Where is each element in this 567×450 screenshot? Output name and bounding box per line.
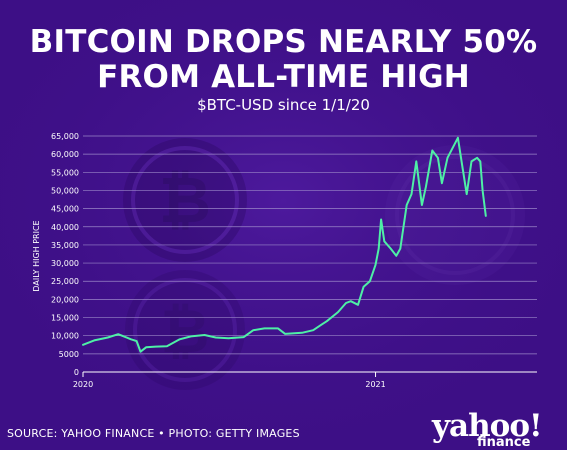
data-point xyxy=(466,193,468,195)
bitcoin-coin-icon: ₿ xyxy=(123,138,247,262)
data-point xyxy=(431,149,433,152)
chart-title-line-1: BITCOIN DROPS NEARLY 50% xyxy=(29,24,538,60)
yahoo-finance-logo-subtext: finance xyxy=(477,435,531,450)
y-tick-label: 5000 xyxy=(59,350,79,359)
y-tick-label: 20,000 xyxy=(51,295,79,304)
data-point xyxy=(243,336,245,338)
data-point xyxy=(421,204,423,206)
data-point xyxy=(145,346,147,348)
data-point xyxy=(457,137,459,139)
data-point xyxy=(93,339,95,341)
data-point xyxy=(179,338,181,340)
data-point xyxy=(390,248,392,250)
data-point xyxy=(363,286,365,288)
data-point xyxy=(380,218,382,221)
data-point xyxy=(425,186,427,188)
data-point xyxy=(320,324,322,326)
data-point xyxy=(227,337,230,339)
data-point xyxy=(446,157,449,159)
data-point xyxy=(369,280,371,282)
data-point xyxy=(139,351,142,353)
y-tick-label: 40,000 xyxy=(51,223,79,232)
data-point xyxy=(437,157,439,159)
data-point xyxy=(190,335,192,337)
series-layer xyxy=(82,136,487,353)
data-point xyxy=(410,193,413,195)
data-point xyxy=(374,264,377,266)
data-point xyxy=(476,157,478,159)
y-tick-label: 25,000 xyxy=(51,277,79,286)
chart-subtitle: $BTC-USD since 1/1/20 xyxy=(197,96,370,114)
data-point xyxy=(357,304,359,306)
data-point xyxy=(479,160,481,162)
y-axis-tick-labels: 0 5000 10,000 15,000 20,000 25,000 30,000 35,00… xyxy=(51,132,79,377)
yahoo-finance-logo: yahoo! xyxy=(432,408,543,444)
data-point xyxy=(383,240,385,242)
x-tick-label: 2021 xyxy=(365,380,385,389)
svg-text:₿: ₿ xyxy=(161,297,210,367)
data-point xyxy=(166,345,168,347)
data-point xyxy=(326,320,328,322)
data-point xyxy=(277,327,279,329)
y-tick-label: 55,000 xyxy=(51,168,79,177)
data-point xyxy=(215,336,217,339)
svg-text:₿: ₿ xyxy=(159,164,211,238)
y-tick-label: 10,000 xyxy=(51,332,79,341)
data-point xyxy=(350,300,352,302)
y-tick-label: 15,000 xyxy=(51,314,79,323)
bitcoin-coin-reflection-icon: ₿ xyxy=(125,270,245,390)
data-point xyxy=(395,255,397,257)
source-credit: SOURCE: YAHOO FINANCE • PHOTO: GETTY IMA… xyxy=(7,427,300,440)
y-tick-label: 60,000 xyxy=(51,150,79,159)
data-point xyxy=(130,338,132,340)
data-point xyxy=(441,182,443,184)
data-point xyxy=(462,168,464,170)
data-point xyxy=(485,215,487,217)
data-point xyxy=(406,204,408,206)
data-point xyxy=(399,248,401,250)
data-point xyxy=(470,160,473,162)
data-point xyxy=(378,248,380,250)
data-point xyxy=(301,332,303,334)
data-point xyxy=(284,333,286,335)
y-axis-label: DAILY HIGH PRICE xyxy=(32,220,41,291)
y-tick-label: 30,000 xyxy=(51,259,79,268)
bitcoin-coin-right-icon xyxy=(385,145,525,285)
price-series-line xyxy=(82,136,487,353)
gridlines xyxy=(83,135,537,373)
chart-title-line-2: FROM ALL-TIME HIGH xyxy=(97,59,470,95)
data-point xyxy=(415,160,417,162)
data-point xyxy=(345,302,347,304)
data-point xyxy=(252,329,254,331)
y-tick-label: 50,000 xyxy=(51,186,79,195)
x-axis-ticks: 2020 2021 xyxy=(73,372,386,389)
y-tick-label: 45,000 xyxy=(51,205,79,214)
y-tick-label: 35,000 xyxy=(51,241,79,250)
x-tick-label: 2020 xyxy=(73,380,93,389)
data-point xyxy=(263,327,265,329)
data-point xyxy=(337,311,339,313)
y-tick-label: 65,000 xyxy=(51,132,79,141)
data-point xyxy=(155,346,157,348)
data-point xyxy=(482,189,484,192)
data-point xyxy=(312,329,314,331)
y-tick-label: 0 xyxy=(74,368,79,377)
data-point xyxy=(117,333,119,335)
data-point xyxy=(136,340,138,342)
data-point xyxy=(82,344,84,346)
data-point xyxy=(203,334,206,336)
data-point xyxy=(107,336,109,339)
